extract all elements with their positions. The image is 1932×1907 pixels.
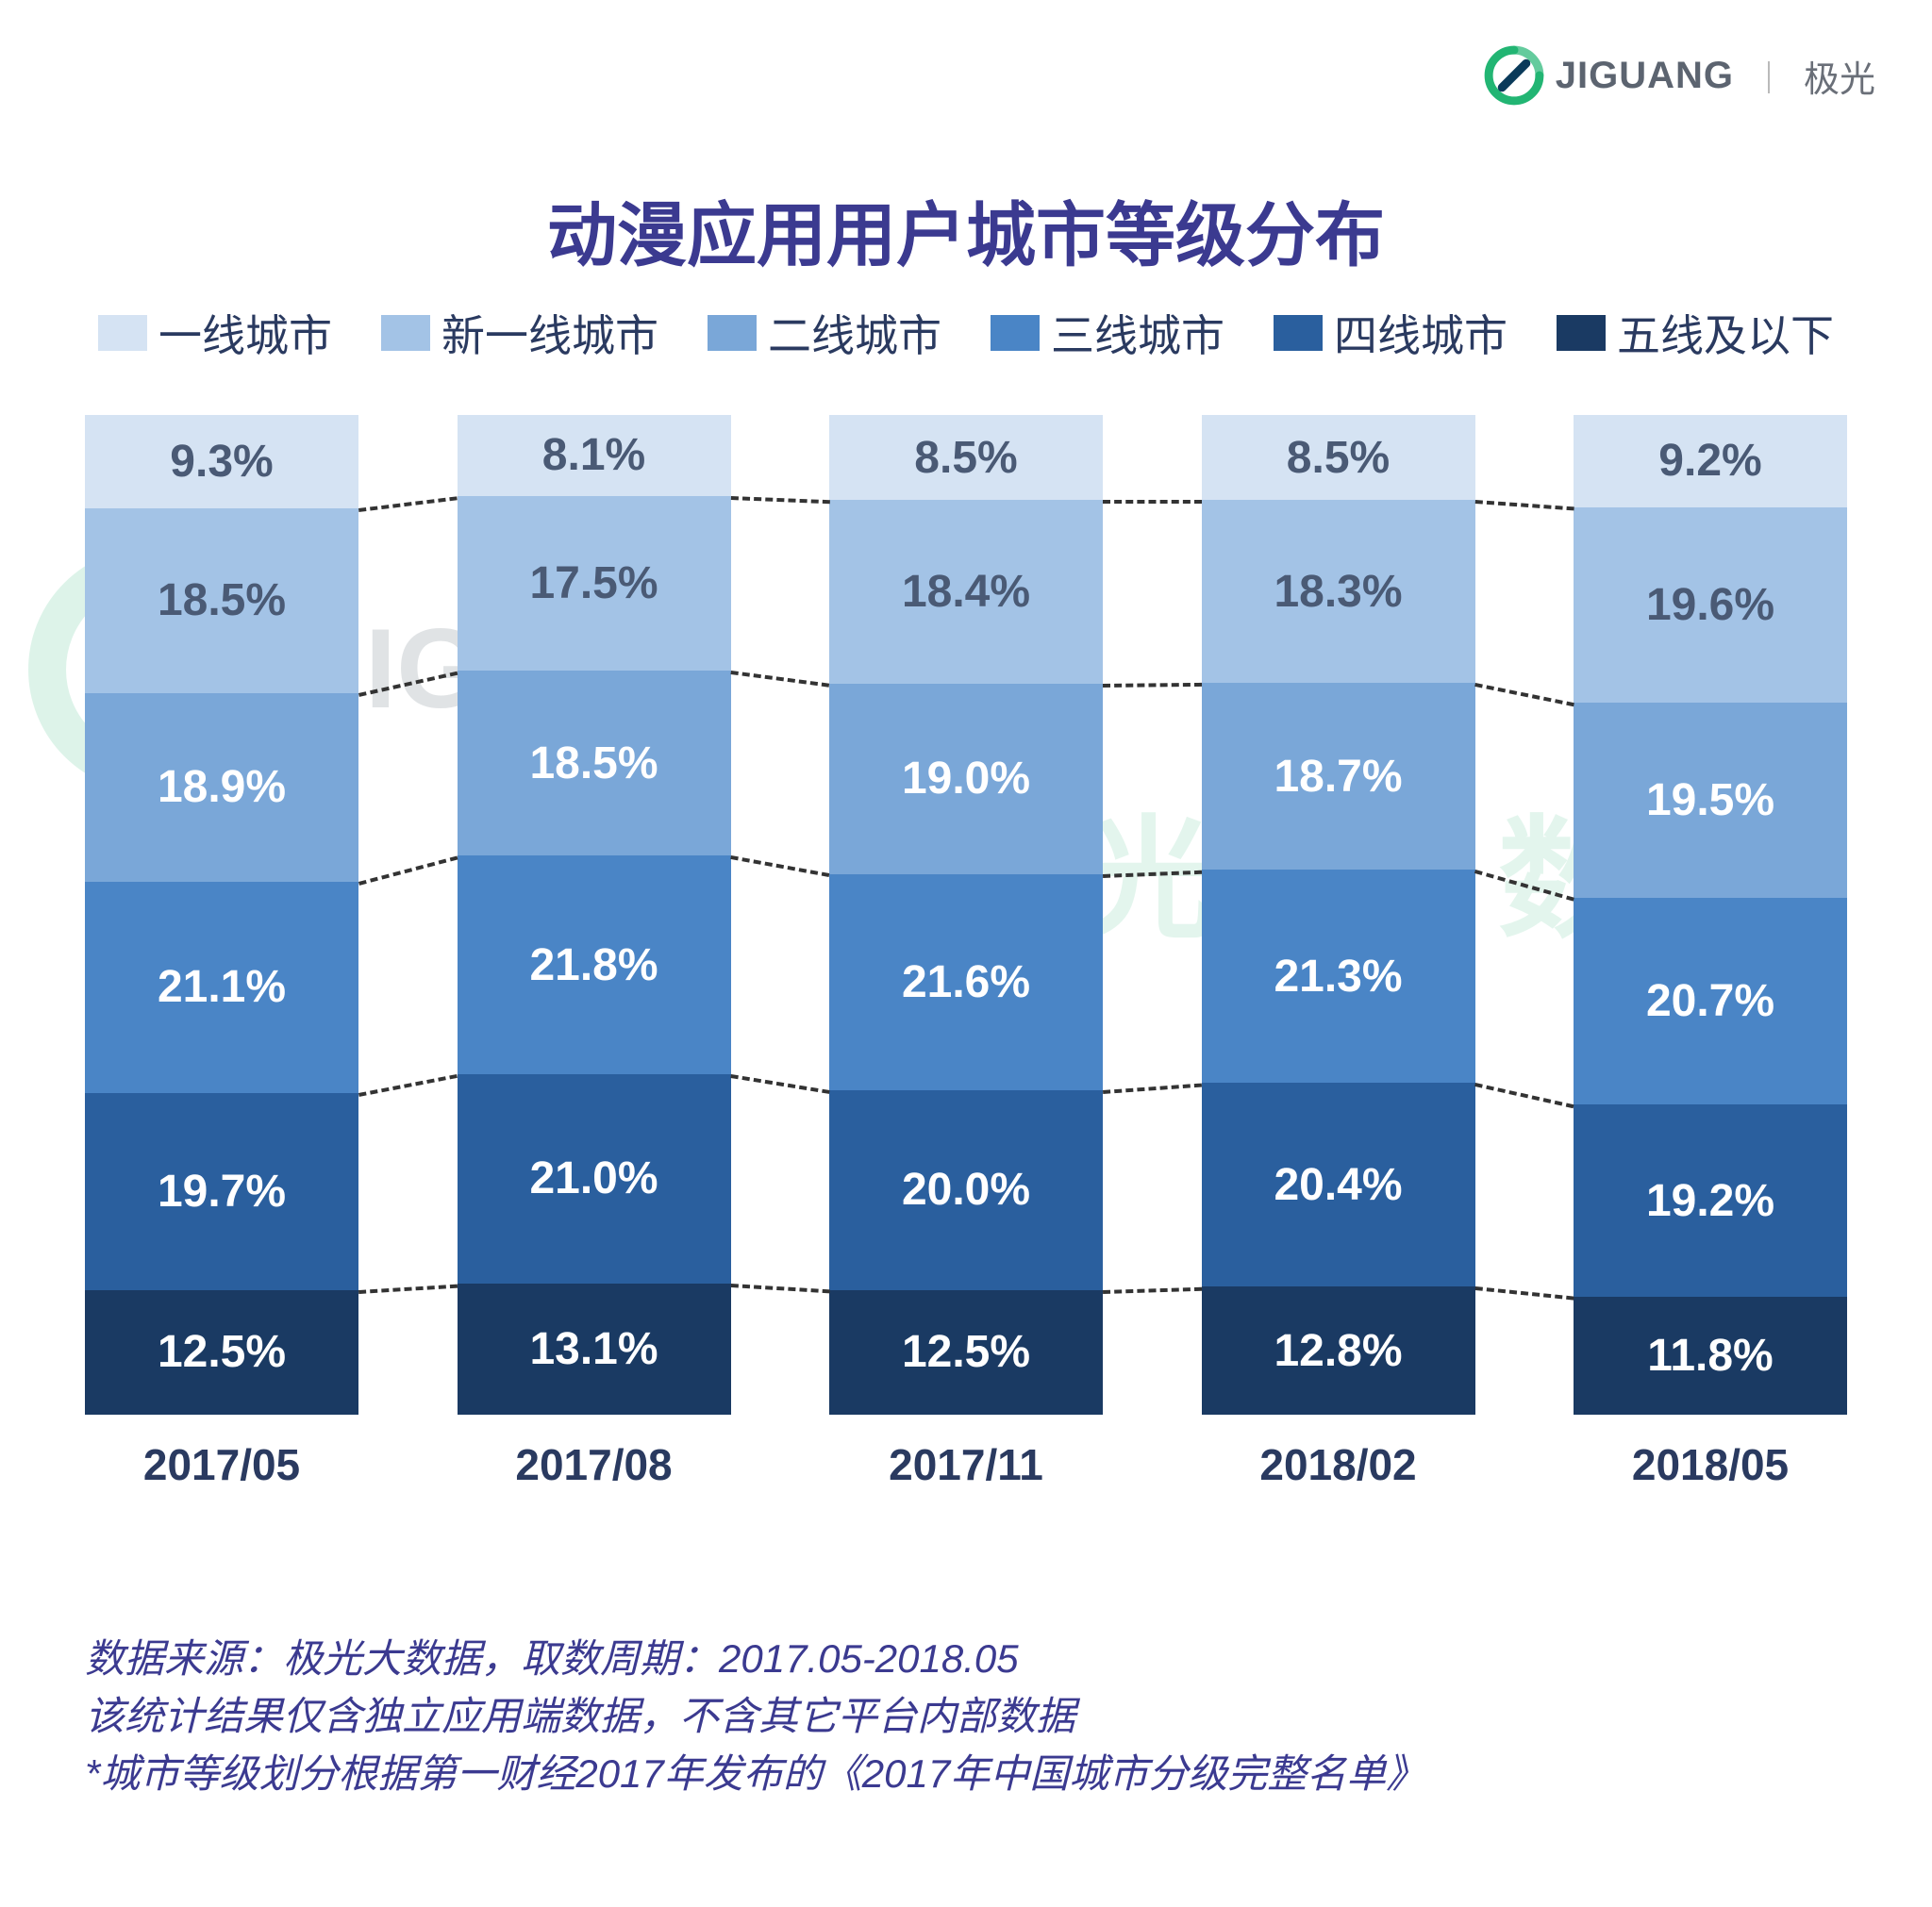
- brand-text-en: JIGUANG: [1556, 55, 1734, 97]
- legend-label: 四线城市: [1334, 302, 1507, 364]
- bar-segment: 19.6%: [1574, 507, 1847, 704]
- jiguang-logo-icon: [1484, 45, 1544, 106]
- footnote-line: *城市等级划分根据第一财经2017年发布的《2017年中国城市分级完整名单》: [85, 1746, 1425, 1803]
- legend-swatch: [98, 315, 147, 351]
- bar-segment: 12.5%: [829, 1290, 1103, 1416]
- legend-item: 五线及以下: [1557, 302, 1834, 364]
- bar-segment: 21.1%: [85, 882, 358, 1093]
- bar-segment: 19.0%: [829, 684, 1103, 873]
- bar-segment: 21.3%: [1202, 870, 1475, 1083]
- brand-header: JIGUANG ｜ 极光: [1484, 45, 1875, 106]
- footnote-line: 数据来源：极光大数据，取数周期：2017.05-2018.05: [85, 1631, 1425, 1688]
- legend-item: 新一线城市: [381, 302, 658, 364]
- bar-segment: 18.9%: [85, 693, 358, 882]
- x-axis-label: 2017/08: [458, 1439, 731, 1490]
- legend-swatch: [381, 315, 430, 351]
- legend-item: 三线城市: [991, 302, 1224, 364]
- bar-segment: 18.5%: [85, 508, 358, 693]
- bar-segment: 13.1%: [458, 1284, 731, 1415]
- bar-segment: 21.0%: [458, 1074, 731, 1285]
- legend-label: 一线城市: [158, 302, 332, 364]
- chart-title: 动漫应用用户城市等级分布: [0, 179, 1932, 280]
- bar-column: 9.3%18.5%18.9%21.1%19.7%12.5%: [85, 415, 358, 1415]
- legend-label: 新一线城市: [441, 302, 658, 364]
- bar-segment: 18.3%: [1202, 500, 1475, 683]
- legend-label: 三线城市: [1051, 302, 1224, 364]
- legend-item: 二线城市: [708, 302, 941, 364]
- brand-text-cn: 极光: [1804, 50, 1875, 102]
- bar-segment: 19.2%: [1574, 1104, 1847, 1297]
- legend: 一线城市 新一线城市 二线城市 三线城市 四线城市 五线及以下: [0, 302, 1932, 364]
- legend-label: 五线及以下: [1617, 302, 1834, 364]
- bar-segment: 21.8%: [458, 855, 731, 1073]
- stacked-bar-chart: 9.3%18.5%18.9%21.1%19.7%12.5%8.1%17.5%18…: [85, 415, 1847, 1490]
- bar-segment: 9.2%: [1574, 415, 1847, 507]
- x-axis-label: 2017/11: [829, 1439, 1103, 1490]
- brand-divider: ｜: [1753, 53, 1785, 99]
- legend-label: 二线城市: [768, 302, 941, 364]
- bar-segment: 18.4%: [829, 500, 1103, 684]
- x-axis-label: 2018/05: [1574, 1439, 1847, 1490]
- legend-swatch: [708, 315, 757, 351]
- footnote-line: 该统计结果仅含独立应用端数据，不含其它平台内部数据: [85, 1688, 1425, 1746]
- bar-segment: 9.3%: [85, 415, 358, 508]
- bar-segment: 8.5%: [1202, 415, 1475, 500]
- bar-segment: 18.7%: [1202, 683, 1475, 870]
- bar-segment: 20.7%: [1574, 898, 1847, 1104]
- bar-segment: 21.6%: [829, 874, 1103, 1090]
- x-axis-label: 2017/05: [85, 1439, 358, 1490]
- bar-segment: 8.5%: [829, 415, 1103, 500]
- legend-item: 一线城市: [98, 302, 332, 364]
- legend-swatch: [1274, 315, 1323, 351]
- legend-item: 四线城市: [1274, 302, 1507, 364]
- bar-segment: 8.1%: [458, 415, 731, 496]
- bar-segment: 18.5%: [458, 671, 731, 855]
- bar-column: 9.2%19.6%19.5%20.7%19.2%11.8%: [1574, 415, 1847, 1415]
- bar-segment: 17.5%: [458, 496, 731, 672]
- legend-swatch: [991, 315, 1040, 351]
- bar-column: 8.5%18.3%18.7%21.3%20.4%12.8%: [1202, 415, 1475, 1415]
- boundary-connector: [1103, 500, 1202, 504]
- bar-segment: 20.4%: [1202, 1083, 1475, 1286]
- bar-segment: 12.5%: [85, 1290, 358, 1416]
- bar-column: 8.5%18.4%19.0%21.6%20.0%12.5%: [829, 415, 1103, 1415]
- bar-column: 8.1%17.5%18.5%21.8%21.0%13.1%: [458, 415, 731, 1415]
- bar-segment: 11.8%: [1574, 1297, 1847, 1415]
- bar-segment: 20.0%: [829, 1090, 1103, 1290]
- x-axis-label: 2018/02: [1202, 1439, 1475, 1490]
- bar-segment: 12.8%: [1202, 1286, 1475, 1415]
- footnotes: 数据来源：极光大数据，取数周期：2017.05-2018.05该统计结果仅含独立…: [85, 1631, 1425, 1803]
- legend-swatch: [1557, 315, 1606, 351]
- bar-segment: 19.5%: [1574, 703, 1847, 898]
- bar-segment: 19.7%: [85, 1093, 358, 1290]
